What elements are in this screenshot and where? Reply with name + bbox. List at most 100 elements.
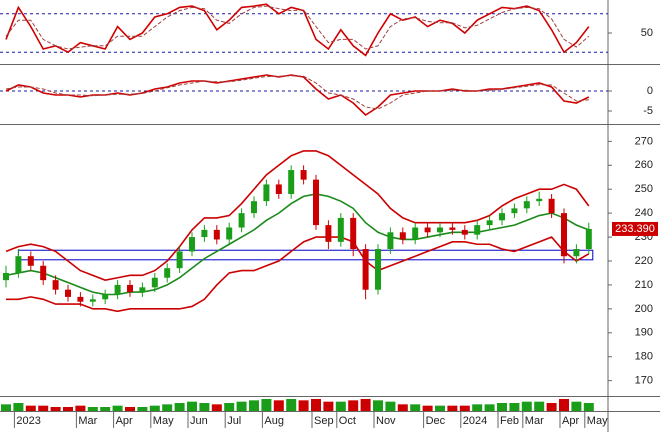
volume-bar bbox=[149, 405, 160, 411]
volume-bar bbox=[559, 399, 569, 411]
y-tick-label: 180 bbox=[635, 351, 653, 363]
candle-body bbox=[139, 287, 146, 293]
oscillator-line bbox=[5, 3, 590, 57]
x-tick-label: Feb bbox=[500, 415, 519, 427]
candle-body bbox=[114, 284, 121, 295]
y-tick-label: 270 bbox=[635, 135, 653, 147]
candle-body bbox=[461, 229, 468, 235]
candle-body bbox=[387, 232, 394, 250]
x-tick-label: Mar bbox=[525, 415, 544, 427]
oscillator-line bbox=[5, 5, 590, 50]
y-tick-label: 210 bbox=[635, 279, 653, 291]
candle-body bbox=[251, 201, 257, 214]
volume-bar bbox=[373, 400, 383, 411]
candle-body bbox=[350, 217, 357, 250]
candle-body bbox=[27, 256, 34, 266]
bollinger-band bbox=[5, 193, 590, 296]
volume-bar bbox=[112, 405, 123, 411]
volume-bar bbox=[459, 405, 470, 411]
volume-bar bbox=[298, 400, 309, 411]
x-tick-label: May bbox=[153, 415, 174, 427]
volume-bar bbox=[546, 403, 557, 411]
candle-body bbox=[474, 225, 481, 235]
volume-bar bbox=[435, 405, 445, 411]
y-tick-label: 260 bbox=[635, 159, 653, 171]
candle-body bbox=[89, 299, 96, 302]
candle-body bbox=[585, 228, 592, 250]
volume-bar bbox=[13, 403, 24, 411]
candle-body bbox=[52, 280, 59, 290]
x-tick-label: Nov bbox=[376, 415, 396, 427]
volume-bar bbox=[261, 399, 272, 411]
volume-bar bbox=[422, 405, 433, 411]
candle-body bbox=[313, 179, 319, 226]
x-tick-label: Dec bbox=[426, 415, 446, 427]
y-tick-label: 170 bbox=[635, 375, 653, 387]
volume-bar bbox=[25, 405, 36, 411]
volume-bar bbox=[249, 400, 259, 411]
volume-bar bbox=[125, 407, 135, 411]
volume-bar bbox=[335, 401, 346, 411]
volume-bar bbox=[273, 400, 284, 411]
candle-body bbox=[238, 213, 245, 228]
candle-body bbox=[499, 213, 505, 221]
candle-body bbox=[511, 208, 518, 214]
volume-bar bbox=[50, 407, 61, 411]
y-tick-label: 50 bbox=[641, 27, 653, 39]
volume-bar bbox=[348, 400, 359, 411]
volume-bar bbox=[224, 403, 235, 411]
volume-bar bbox=[236, 401, 247, 411]
candle-body bbox=[189, 237, 195, 252]
x-tick-label: Oct bbox=[339, 415, 356, 427]
volume-bar bbox=[199, 403, 210, 411]
volume-bar bbox=[211, 404, 222, 411]
candle-body bbox=[275, 184, 282, 194]
x-tick-label: May bbox=[587, 415, 608, 427]
volume-bar bbox=[323, 401, 334, 411]
candle-body bbox=[523, 201, 530, 209]
candle-body bbox=[362, 249, 369, 290]
volume-bar bbox=[38, 405, 49, 411]
volume-bar bbox=[397, 404, 408, 411]
bollinger-band bbox=[6, 236, 590, 313]
volume-bar bbox=[87, 407, 98, 411]
y-tick-label: 220 bbox=[635, 255, 653, 267]
volume-bar bbox=[472, 404, 483, 411]
candle-body bbox=[176, 251, 183, 269]
x-tick-label: Jul bbox=[227, 415, 241, 427]
oscillator-line bbox=[5, 75, 589, 110]
candle-body bbox=[102, 294, 109, 300]
volume-bar bbox=[1, 404, 11, 411]
candle-body bbox=[263, 184, 270, 202]
candle-body bbox=[3, 272, 9, 281]
candle-body bbox=[548, 198, 555, 214]
candle-body bbox=[288, 170, 295, 194]
y-tick-label: 0 bbox=[647, 85, 653, 97]
candle-body bbox=[15, 256, 22, 273]
candle-body bbox=[40, 265, 47, 281]
candle-body bbox=[375, 249, 381, 290]
volume-bar bbox=[75, 405, 86, 411]
x-tick-label: 2024 bbox=[463, 415, 487, 427]
y-tick-label: -5 bbox=[643, 105, 653, 117]
candle-body bbox=[151, 277, 158, 288]
candle-body bbox=[226, 227, 233, 240]
y-tick-label: 200 bbox=[635, 303, 653, 315]
volume-bar bbox=[100, 407, 111, 411]
x-tick-label: Jun bbox=[190, 415, 208, 427]
volume-bar bbox=[286, 399, 297, 411]
volume-bar bbox=[509, 403, 520, 411]
volume-bar bbox=[521, 401, 532, 411]
volume-bar bbox=[484, 404, 495, 411]
candle-body bbox=[449, 227, 456, 230]
volume-bar bbox=[447, 405, 458, 411]
candle-body bbox=[561, 213, 567, 257]
volume-bar bbox=[571, 401, 582, 411]
candle-body bbox=[437, 227, 443, 233]
candle-body bbox=[412, 227, 419, 240]
y-tick-label: 190 bbox=[635, 327, 653, 339]
candle-body bbox=[337, 217, 344, 242]
